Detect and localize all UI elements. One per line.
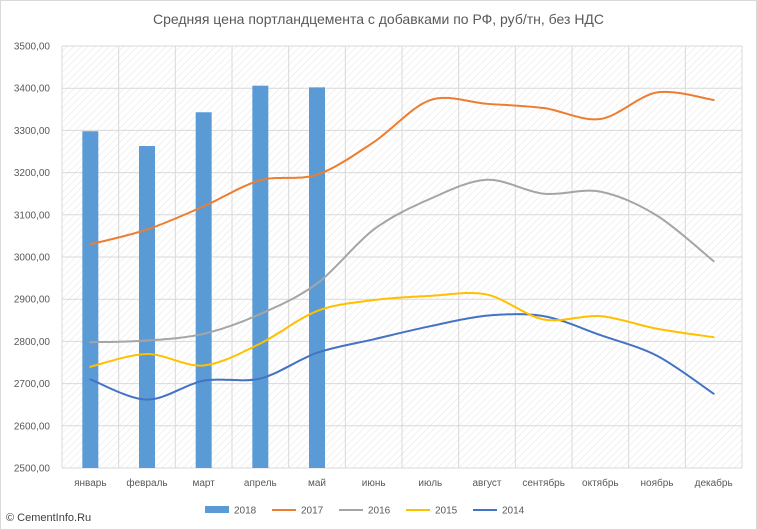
x-tick-label: июнь [362, 478, 386, 489]
y-tick-label: 2700,00 [14, 379, 51, 390]
y-tick-label: 2600,00 [14, 421, 51, 432]
x-tick-label: январь [74, 478, 106, 489]
y-tick-label: 3200,00 [14, 168, 51, 179]
legend: 2018 2017 2016 2015 2014 [205, 506, 525, 517]
x-tick-label: сентябрь [522, 477, 565, 489]
x-tick-label: декабрь [695, 477, 733, 489]
line-series-2017 [89, 90, 715, 246]
legend-swatch-2018 [205, 506, 229, 513]
bar-2018 [139, 146, 155, 468]
bar-2018 [252, 85, 269, 468]
bar-2018 [309, 87, 325, 468]
line-series-2014 [89, 313, 715, 401]
legend-label-2015: 2015 [435, 506, 458, 517]
x-tick-label: июль [418, 478, 442, 489]
legend-label-2017: 2017 [301, 506, 324, 517]
x-tick-label: август [473, 478, 502, 489]
y-tick-label: 2900,00 [14, 295, 51, 306]
x-tick-label: март [192, 478, 215, 489]
legend-label-2016: 2016 [368, 506, 391, 517]
y-tick-label: 3300,00 [14, 126, 51, 137]
line-layer [89, 90, 715, 401]
x-tick-label: октябрь [582, 477, 619, 489]
y-tick-label: 3400,00 [14, 84, 51, 95]
x-tick-label: апрель [244, 478, 277, 489]
y-tick-label: 3500,00 [14, 42, 51, 53]
bar-layer [82, 85, 325, 468]
x-tick-label: май [308, 478, 326, 489]
y-tick-label: 2500,00 [14, 464, 51, 475]
legend-label-2014: 2014 [502, 506, 525, 517]
x-tick-label: ноябрь [641, 477, 674, 489]
bar-2018 [195, 112, 212, 468]
axis-layer: 2500,00 2600,00 2700,00 2800,00 2900,00 3000,… [14, 42, 733, 490]
grid-layer [61, 45, 743, 469]
x-tick-label: февраль [126, 477, 167, 489]
watermark-text: © CementInfo.Ru [6, 512, 92, 524]
y-tick-label: 3100,00 [14, 210, 51, 221]
legend-label-2018: 2018 [234, 506, 257, 517]
chart-title: Средняя цена портландцемента с добавками… [152, 11, 605, 27]
bar-2018 [82, 131, 99, 468]
line-series-2016 [89, 178, 715, 344]
line-series-2015 [89, 292, 715, 368]
y-tick-label: 2800,00 [14, 337, 51, 348]
y-tick-label: 3000,00 [14, 253, 51, 264]
